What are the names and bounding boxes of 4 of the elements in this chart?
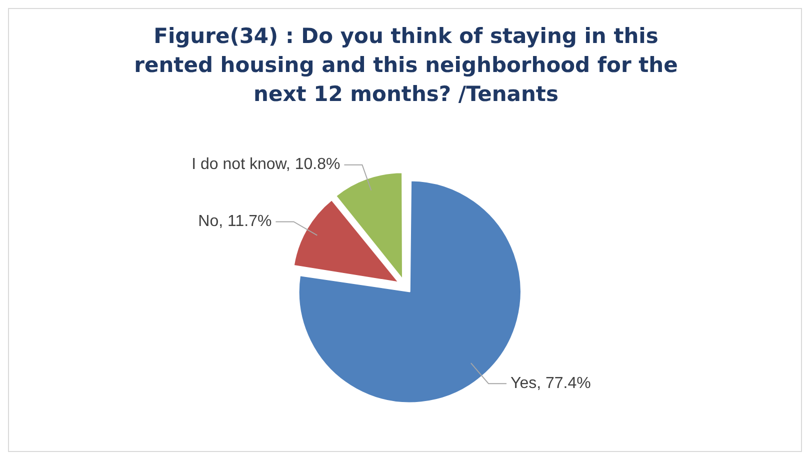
slice-label: I do not know, 10.8%: [192, 156, 340, 174]
chart-title: Figure(34) : Do you think of staying in this rented housing and this neighborhood for the next 12 months? /Tenants: [133, 23, 679, 108]
slice-label: Yes, 77.4%: [510, 375, 591, 392]
slice-label: No, 11.7%: [198, 213, 272, 230]
